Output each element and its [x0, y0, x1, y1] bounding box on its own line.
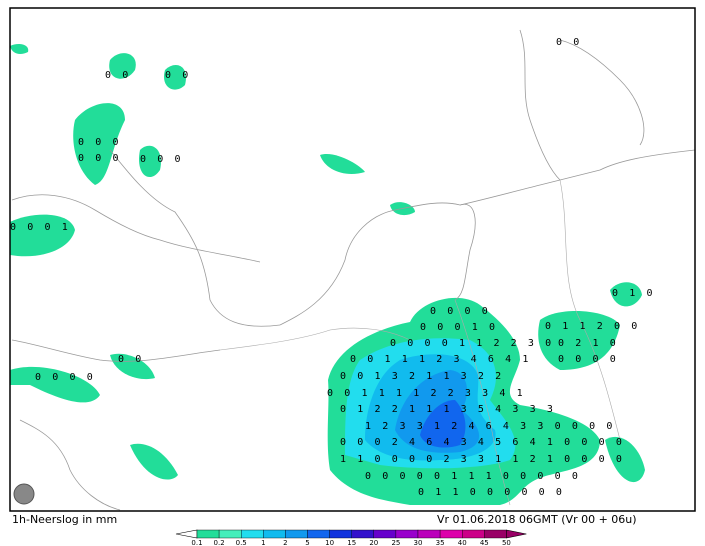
legend-swatch [351, 529, 375, 539]
legend-label: 10 [325, 539, 334, 546]
legend-label: 25 [391, 539, 400, 546]
caption-left: 1h-Neerslog in mm [12, 513, 117, 526]
rain-area [73, 103, 125, 185]
rain-area [420, 400, 466, 448]
value-row: 0 0 [556, 37, 582, 48]
value-row: 0 0 0 2 4 6 4 3 4 5 6 4 1 0 0 0 0 [340, 437, 624, 448]
logo [13, 483, 35, 505]
value-row: 0 0 0 0 [430, 306, 490, 317]
rain-area [10, 44, 29, 54]
value-row: 1 1 0 0 0 0 2 3 3 1 1 2 1 0 0 0 0 [340, 454, 624, 465]
legend: 0.1 0.2 0.5 1 2 5 10 15 20 25 30 35 40 45 50 [175, 529, 527, 546]
legend-swatch [462, 529, 485, 539]
value-row: 0 0 0 0 [35, 372, 95, 383]
rain-area [139, 145, 161, 178]
legend-label: 50 [502, 539, 511, 546]
value-row: 0 1 1 2 0 0 [545, 321, 640, 332]
value-row: 0 1 0 [612, 288, 655, 299]
value-row: 1 2 3 3 1 2 4 6 4 3 3 0 0 0 0 [365, 421, 615, 432]
coastline [459, 149, 696, 206]
coastlines [11, 29, 696, 511]
coastline [519, 29, 645, 181]
coastline [11, 194, 261, 263]
rain-area [164, 65, 186, 90]
legend-label: 2 [283, 539, 287, 546]
rain-area [538, 310, 620, 370]
legend-arrow [506, 529, 527, 539]
precipitation-areas [10, 44, 645, 505]
legend-swatch [329, 529, 352, 539]
rain-area [10, 214, 75, 257]
coastline [109, 149, 281, 327]
legend-label: 15 [347, 539, 356, 546]
legend-label: 0.5 [236, 539, 247, 546]
legend-swatch [263, 529, 286, 539]
rain-area [10, 366, 100, 403]
rain-area [110, 353, 155, 380]
value-row: 0 0 [165, 70, 191, 81]
legend-label: 35 [436, 539, 445, 546]
value-row: 0 0 1 1 1 2 3 4 6 4 1 [350, 354, 531, 365]
value-row: 0 0 0 [78, 153, 121, 164]
legend-label: 1 [261, 539, 265, 546]
rain-area [130, 443, 178, 480]
value-row: 0 0 1 1 1 1 2 2 3 3 4 1 [327, 388, 525, 399]
legend-label: 30 [414, 539, 423, 546]
legend-label: 40 [458, 539, 467, 546]
legend-label: 0.1 [191, 539, 202, 546]
rain-area [605, 436, 645, 483]
value-row: 0 0 0 [140, 154, 183, 165]
rain-area [610, 282, 642, 307]
rain-area [109, 53, 136, 79]
legend-swatch [417, 529, 441, 539]
legend-swatch [285, 529, 308, 539]
value-row: 0 0 0 1 0 [420, 322, 498, 333]
coastline [279, 202, 476, 326]
value-row: 0 0 0 [78, 137, 121, 148]
value-row: 0 0 0 0 1 1 2 2 3 0 [390, 338, 554, 349]
value-row: 0 0 [118, 354, 144, 365]
caption-right: Vr 01.06.2018 06GMT (Vr 00 + 06u) [437, 513, 637, 526]
legend-swatch [484, 529, 507, 539]
value-labels: 0 0 0 0 0 0 0 1 0 0 0 0 0 1 1 2 2 3 0 0 0 1… [10, 37, 655, 498]
legend-swatch [240, 529, 264, 539]
value-row: 0 0 0 0 0 1 1 1 0 0 0 0 0 [365, 471, 581, 482]
map-frame [9, 7, 696, 512]
value-row: 0 0 0 0 [558, 354, 618, 365]
legend-swatch [439, 529, 463, 539]
value-row: 0 0 0 1 [10, 222, 70, 233]
legend-label: 20 [369, 539, 378, 546]
value-row: 0 0 [105, 70, 131, 81]
value-row: 0 1 1 0 0 0 0 0 0 [418, 487, 565, 498]
legend-swatch [307, 529, 330, 539]
legend-swatch [196, 529, 220, 539]
legend-swatch [373, 529, 397, 539]
legend-label: 0.2 [214, 539, 225, 546]
legend-swatch [395, 529, 419, 539]
legend-label: 45 [480, 539, 489, 546]
rain-area [320, 153, 365, 175]
legend-label: 5 [305, 539, 309, 546]
value-row: 0 0 1 3 2 1 1 3 2 2 [340, 371, 504, 382]
border [219, 179, 621, 506]
value-row: 0 2 1 0 [558, 338, 618, 349]
legend-swatch [218, 529, 242, 539]
coastline [11, 339, 221, 511]
value-row: 0 1 2 2 1 1 1 3 5 4 3 3 3 [340, 404, 556, 415]
